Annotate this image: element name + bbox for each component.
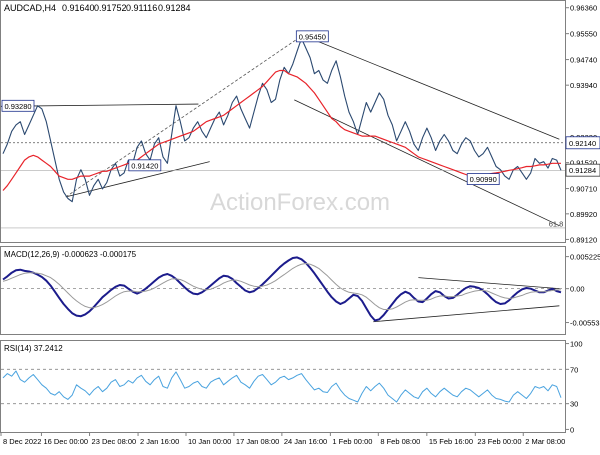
- y-tick-label: 0.005225: [570, 253, 600, 262]
- price-ohlc-open: 0.91640: [62, 3, 95, 13]
- x-tick-label: 1 Feb 00:00: [332, 437, 372, 446]
- y-tick-label: 0: [570, 425, 574, 434]
- annotation-box: [466, 173, 500, 185]
- annotation-label: 0.91420: [131, 161, 158, 170]
- x-tick-label: 23 Dec 08:00: [92, 437, 137, 446]
- y-tick-label: 0.89120: [570, 235, 597, 244]
- annotation-box: [128, 159, 162, 172]
- y-tick-label: 70: [570, 365, 578, 374]
- annotation-box: [1, 99, 35, 112]
- annotation-label: 0.95450: [299, 32, 326, 41]
- channel-top-line: [302, 34, 560, 140]
- y-tick-label: -0.00553: [570, 319, 600, 328]
- y-tick-label: 0.89920: [570, 210, 597, 219]
- x-tick-label: 17 Jan 08:00: [236, 437, 279, 446]
- x-tick-label: 8 Feb 08:00: [380, 437, 420, 446]
- x-tick-label: 16 Dec 00:00: [43, 437, 88, 446]
- x-tick-label: 2 Mar 08:00: [525, 437, 565, 446]
- price-flag-label: 0.91284: [569, 166, 596, 175]
- annotation-label: 61.8: [549, 219, 564, 228]
- y-tick-label: 0.91520: [570, 159, 597, 168]
- moving-average-line: [2, 69, 561, 191]
- macd-panel-frame: [0, 246, 566, 335]
- y-tick-label: 30: [570, 400, 578, 409]
- annotation-label: 0.90990: [470, 175, 497, 184]
- support-line: [65, 161, 210, 198]
- macd-title: MACD(12,26,9) -0.000623 -0.000175: [4, 250, 137, 259]
- signal-line: [2, 263, 561, 310]
- price-flag-box: [565, 163, 600, 177]
- x-tick-label: 8 Dec 2022: [3, 437, 41, 446]
- up-trend-dashed-line: [65, 34, 303, 198]
- y-tick-label: 100: [570, 340, 583, 349]
- y-tick-label: 0.00: [570, 285, 585, 294]
- x-tick-label: 24 Jan 16:00: [284, 437, 327, 446]
- rsi-panel-frame: [0, 340, 566, 433]
- price-ohlc-low: 0.91116: [126, 3, 157, 13]
- x-tick-label: 23 Feb 00:00: [477, 437, 521, 446]
- price-title: AUDCAD,H4: [4, 3, 56, 13]
- y-tick-label: 0.90710: [570, 185, 597, 194]
- y-tick-label: 0.96360: [570, 4, 597, 13]
- x-tick-label: 10 Jan 00:00: [188, 437, 231, 446]
- level-tag-box: [565, 136, 600, 150]
- rsi-line: [2, 370, 562, 403]
- annotation-label: 0.93280: [4, 102, 31, 111]
- macd-upper-line: [418, 277, 560, 290]
- macd-lower-line: [373, 305, 560, 323]
- y-tick-label: 0.94740: [570, 56, 597, 65]
- rsi-title: RSI(14) 37.2412: [4, 344, 63, 353]
- x-tick-label: 2 Jan 16:00: [140, 437, 179, 446]
- price-panel-frame: [0, 0, 566, 243]
- macd-line: [2, 256, 562, 322]
- x-tick-label: 15 Feb 16:00: [429, 437, 473, 446]
- price-series-line: [2, 37, 562, 203]
- price-ohlc-close: 0.91284: [158, 3, 191, 13]
- y-tick-label: 0.95550: [570, 30, 597, 39]
- channel-bottom-line: [294, 99, 560, 227]
- price-ohlc-high: 0.91752: [94, 3, 127, 13]
- watermark: ActionForex.com: [210, 189, 390, 216]
- annotation-box: [295, 30, 329, 43]
- level-tag-label: 0.92140: [569, 139, 596, 148]
- y-tick-label: 0.93940: [570, 81, 597, 90]
